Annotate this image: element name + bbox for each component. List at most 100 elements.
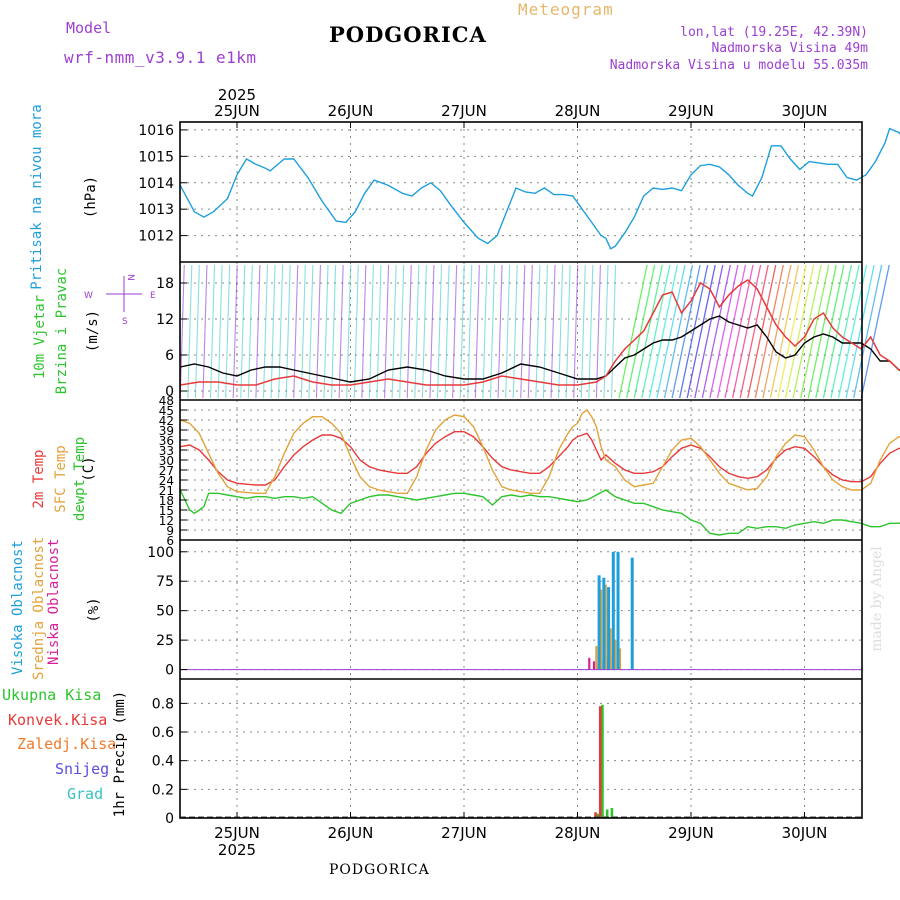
y-tick-label: 42 xyxy=(159,414,174,428)
wind-barb xyxy=(580,264,586,399)
precip-bar xyxy=(610,807,614,818)
cloud-bar xyxy=(616,551,620,670)
footer-station: PODGORICA xyxy=(329,862,430,878)
wind-barb xyxy=(807,264,837,399)
precip-total-label: Ukupna Kisa xyxy=(2,686,102,704)
wind-barb xyxy=(739,264,769,399)
wind-barb xyxy=(724,264,754,399)
coords-text: lon,lat (19.25E, 42.39N) xyxy=(680,25,868,40)
series-line xyxy=(180,315,900,383)
wind-barb xyxy=(520,264,526,399)
wind-barb xyxy=(436,264,443,399)
y-tick-label: 75 xyxy=(156,574,174,590)
wind-barb xyxy=(406,264,412,399)
y-tick-label: 18 xyxy=(156,276,174,292)
wind-barb xyxy=(777,264,807,399)
model-label: Model xyxy=(66,19,112,37)
wind-barb xyxy=(232,264,238,399)
y-tick-label: 33 xyxy=(159,444,174,458)
wind-barb xyxy=(595,264,601,399)
x-day-label-bottom: 26JUN xyxy=(328,824,374,842)
year-label-top: 2025 xyxy=(218,86,256,104)
wind-barb xyxy=(285,264,291,399)
y-tick-label: 25 xyxy=(156,633,174,649)
x-day-label-top: 25JUN xyxy=(214,102,260,120)
cloud-bar xyxy=(630,557,634,670)
wind-barb xyxy=(527,264,533,399)
wind-barb xyxy=(399,264,405,399)
wind-barb xyxy=(656,264,686,399)
wind-barb xyxy=(262,264,269,399)
y-tick-label: 0.6 xyxy=(152,725,174,741)
wind-barb xyxy=(391,264,397,399)
chart-title: PODGORICA xyxy=(329,22,487,47)
y-tick-label: 0.8 xyxy=(152,696,174,712)
precip-hail-label: Grad xyxy=(67,785,104,803)
y-tick-label: 24 xyxy=(159,474,174,488)
cloud-bar xyxy=(588,657,591,670)
cloud-bar xyxy=(607,587,611,670)
wind-barb xyxy=(815,264,845,399)
wind-barb xyxy=(179,264,185,399)
wind-barb xyxy=(769,264,800,399)
cloud-bar xyxy=(602,577,606,670)
y-tick-label: 21 xyxy=(159,484,174,498)
compass-south: S xyxy=(122,317,128,327)
wind-barb xyxy=(225,264,231,399)
cloud-bar xyxy=(614,640,617,670)
wind-barb xyxy=(315,264,321,399)
wind-barb xyxy=(709,264,739,399)
wind-barb xyxy=(247,264,253,399)
x-day-label-bottom: 30JUN xyxy=(782,824,828,842)
y-tick-label: 1014 xyxy=(138,176,174,192)
wind-barb xyxy=(641,264,671,399)
precip-bar xyxy=(596,813,600,818)
wind-barb xyxy=(421,264,427,399)
y-tick-label: 6 xyxy=(165,348,174,364)
chart-subtitle: Meteogram xyxy=(518,0,614,19)
x-day-label-top: 27JUN xyxy=(441,102,487,120)
wind-barb xyxy=(603,264,609,399)
x-day-label-bottom: 27JUN xyxy=(441,824,487,842)
wind-barb xyxy=(679,264,709,399)
wind-barb xyxy=(512,264,518,399)
series-line xyxy=(180,409,900,494)
wind-barb xyxy=(240,264,246,399)
cloud-bar xyxy=(592,661,596,670)
wind-barb xyxy=(338,264,344,399)
x-day-label-bottom: 28JUN xyxy=(555,824,601,842)
cloud-bar xyxy=(611,551,615,670)
wind-barb xyxy=(474,264,480,399)
precip-bar xyxy=(598,706,602,818)
y-tick-label: 36 xyxy=(159,434,174,448)
precip-bar xyxy=(601,704,604,818)
cloud-bar xyxy=(618,648,622,670)
series-line xyxy=(180,431,900,486)
wind-barb xyxy=(293,264,299,399)
cloud-bar xyxy=(597,575,601,670)
wind-barb xyxy=(361,264,367,399)
precip-bar xyxy=(594,812,597,818)
wind-barb xyxy=(323,264,329,399)
wind-barb xyxy=(331,264,337,399)
wind-barb xyxy=(648,264,679,399)
wind-barb xyxy=(414,264,420,399)
wind-barb xyxy=(209,264,216,399)
x-day-label-bottom: 29JUN xyxy=(668,824,714,842)
x-day-label-top: 30JUN xyxy=(782,102,828,120)
model-elevation-text: Nadmorska Visina u modelu 55.035m xyxy=(609,58,868,73)
wind-barb xyxy=(187,264,193,399)
y-tick-label: 50 xyxy=(156,604,174,620)
model-name: wrf-nmm_v3.9.1 e1km xyxy=(64,48,257,67)
wind-barb xyxy=(505,264,511,399)
precip-conv-label: Konvek.Kisa xyxy=(8,711,108,729)
cloud-bar xyxy=(599,589,603,670)
elevation-text: Nadmorska Visina 49m xyxy=(711,41,868,56)
y-tick-label: 1015 xyxy=(138,149,174,165)
wind-compass: N S W E xyxy=(84,274,156,327)
wind-barb xyxy=(565,264,571,399)
cloud-bar xyxy=(604,584,607,670)
wind-barb xyxy=(830,264,860,399)
wind-barb xyxy=(558,264,564,399)
tick-labels: 1012101310141015101606121869121518212427… xyxy=(138,86,827,859)
